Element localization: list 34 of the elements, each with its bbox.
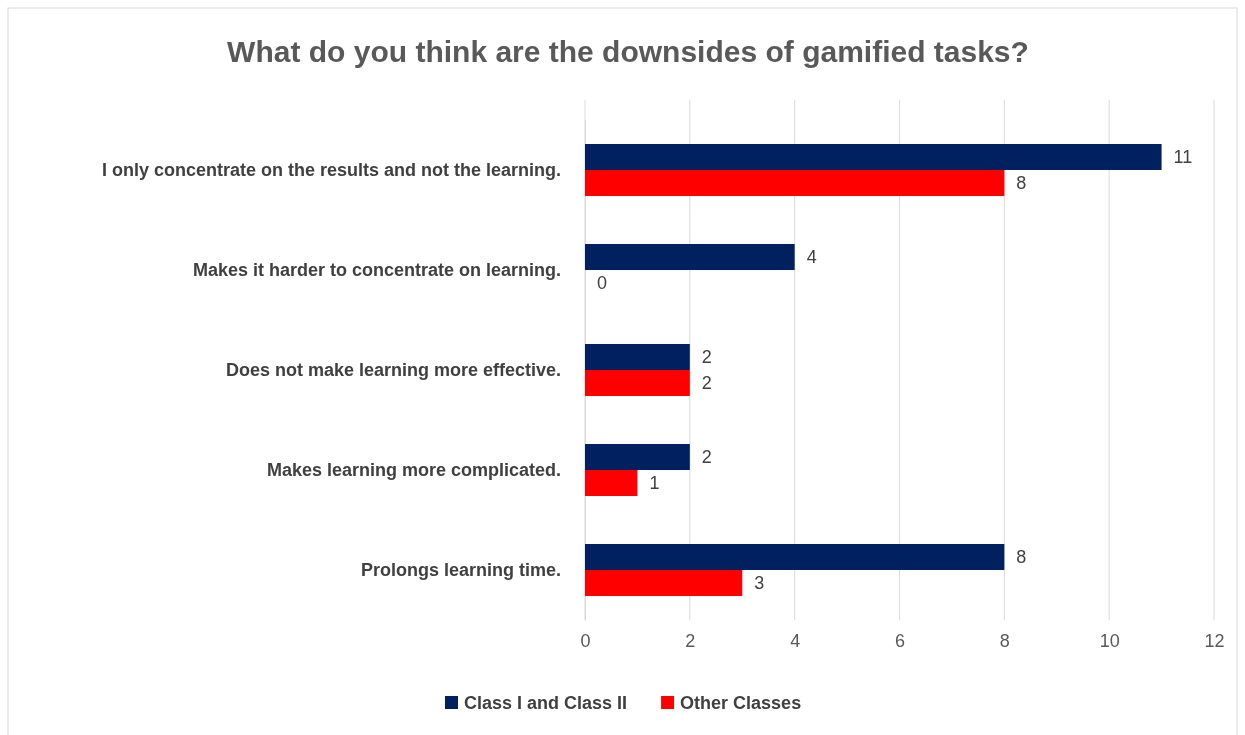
data-label: 2	[701, 373, 712, 394]
bar	[585, 144, 1162, 170]
x-tick-label: 4	[790, 630, 801, 651]
data-label: 2	[701, 347, 712, 368]
data-label: 8	[1016, 173, 1027, 194]
chart-title: What do you think are the downsides of gamified tasks?	[227, 35, 1029, 68]
y-tick-label: Makes it harder to concentrate on learning.	[192, 259, 561, 280]
bar	[585, 170, 1005, 196]
legend-label: Other Classes	[680, 693, 802, 714]
y-tick-label: Prolongs learning time.	[360, 559, 561, 580]
bar	[585, 470, 638, 496]
data-label: 1	[649, 473, 660, 494]
data-label: 2	[701, 447, 712, 468]
y-tick-label: Does not make learning more effective.	[225, 359, 561, 380]
bar	[585, 544, 1005, 570]
bar	[585, 570, 743, 596]
y-tick-label: I only concentrate on the results and not the learning.	[101, 159, 561, 180]
data-label: 4	[806, 247, 817, 268]
bar	[585, 444, 690, 470]
bar	[585, 244, 795, 270]
y-tick-label: Makes learning more complicated.	[266, 459, 561, 480]
legend-label: Class I and Class II	[464, 693, 628, 714]
x-tick-label: 10	[1099, 630, 1120, 651]
x-tick-label: 0	[580, 630, 591, 651]
bar	[585, 344, 690, 370]
data-label: 0	[597, 273, 608, 294]
data-label: 11	[1173, 147, 1193, 168]
x-tick-label: 6	[894, 630, 906, 651]
x-tick-label: 8	[999, 630, 1010, 651]
data-label: 8	[1016, 547, 1027, 568]
bar	[585, 370, 690, 396]
x-tick-label: 2	[685, 630, 696, 651]
data-label: 3	[754, 573, 765, 594]
x-tick-label: 12	[1204, 630, 1225, 651]
